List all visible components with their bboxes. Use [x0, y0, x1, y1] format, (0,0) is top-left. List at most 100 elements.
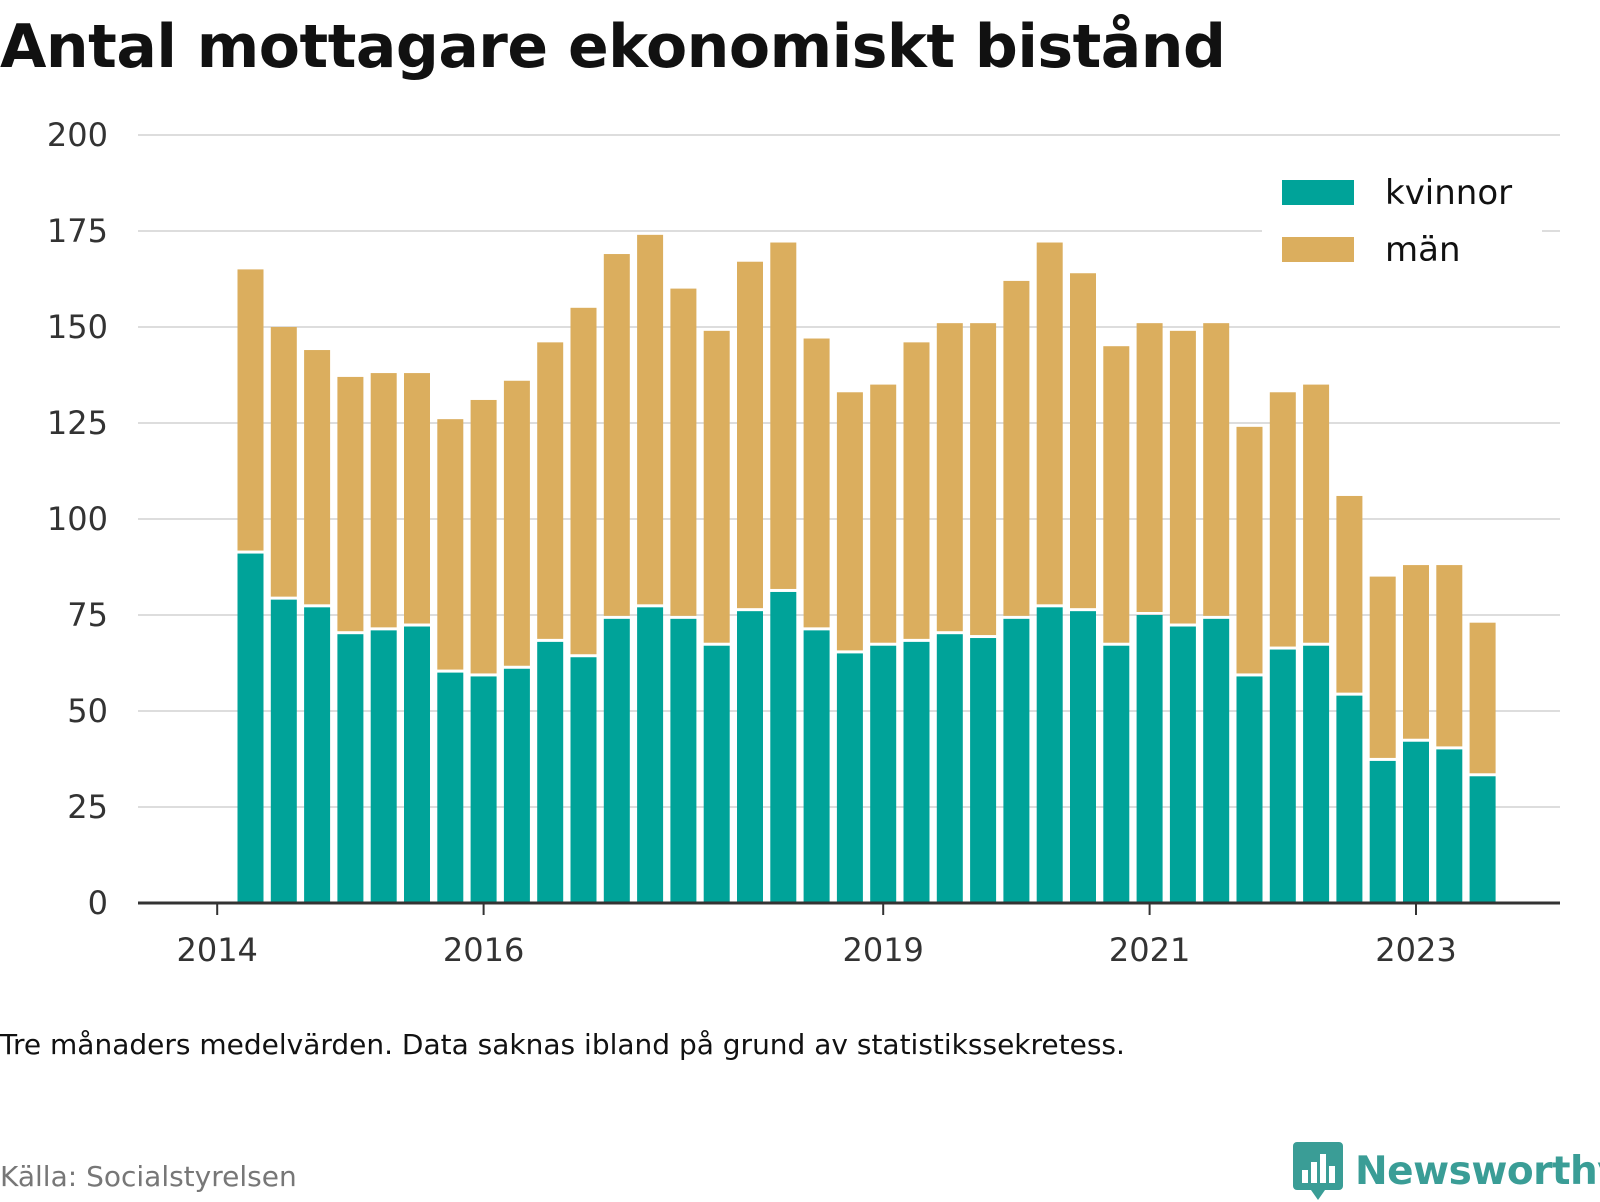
bar-kvinnor	[936, 634, 963, 903]
bar-kvinnor	[570, 657, 597, 903]
legend-swatch	[1282, 237, 1354, 262]
bar-kvinnor	[1036, 607, 1063, 903]
bar-kvinnor	[1103, 645, 1130, 903]
bar-man	[737, 261, 763, 609]
bar-kvinnor	[770, 591, 797, 903]
brand-name: Newsworthy	[1355, 1148, 1600, 1194]
bar-man	[603, 254, 630, 616]
bar-man	[1269, 392, 1296, 647]
y-tick-label: 50	[67, 692, 108, 730]
bar-chart-speech-bubble-icon	[1293, 1142, 1343, 1200]
bar-man	[503, 380, 530, 666]
bar-man	[1070, 273, 1096, 609]
bar-kvinnor	[304, 607, 331, 903]
bar-man	[1303, 384, 1330, 643]
legend-label: män	[1385, 230, 1461, 270]
bar-man	[370, 373, 397, 628]
bar-man	[537, 342, 564, 639]
bar-man	[1169, 330, 1196, 624]
y-tick-label: 75	[67, 596, 108, 634]
x-tick-label: 2019	[842, 931, 923, 969]
bar-kvinnor	[537, 641, 564, 903]
bar-kvinnor	[737, 611, 763, 903]
legend-swatch	[1282, 180, 1354, 205]
bar-man	[270, 327, 297, 597]
bar-man	[1436, 565, 1463, 747]
bar-man	[1403, 565, 1429, 739]
bar-man	[803, 338, 830, 628]
bar-kvinnor	[470, 676, 497, 903]
bar-kvinnor	[603, 618, 630, 903]
bar-kvinnor	[1269, 649, 1296, 903]
bar-kvinnor	[637, 607, 664, 903]
bar-kvinnor	[1436, 749, 1463, 903]
bar-kvinnor	[803, 630, 830, 903]
bar-man	[237, 269, 264, 551]
source-credit: Källa: Socialstyrelsen	[0, 1160, 297, 1193]
chart-title: Antal mottagare ekonomiskt bistånd	[0, 12, 1226, 82]
bar-man	[1336, 495, 1363, 693]
bar-kvinnor	[1469, 776, 1496, 903]
y-tick-label: 25	[67, 788, 108, 826]
bar-man	[437, 419, 464, 670]
bar-kvinnor	[1070, 611, 1096, 903]
y-tick-label: 125	[47, 404, 108, 442]
bar-man	[1469, 622, 1496, 774]
y-tick-label: 175	[47, 212, 108, 250]
legend-label: kvinnor	[1385, 173, 1512, 213]
bar-kvinnor	[703, 645, 730, 903]
bar-kvinnor	[1136, 615, 1163, 903]
bar-man	[1369, 576, 1396, 758]
bar-man	[337, 376, 364, 632]
bar-kvinnor	[370, 630, 397, 903]
bar-kvinnor	[1236, 676, 1263, 903]
bar-kvinnor	[1203, 618, 1230, 903]
chart-note: Tre månaders medelvärden. Data saknas ib…	[0, 1028, 1125, 1061]
bar-man	[570, 307, 597, 655]
bar-man	[870, 384, 897, 643]
bar-man	[637, 234, 664, 605]
x-tick-label: 2014	[176, 931, 257, 969]
bar-kvinnor	[1336, 695, 1363, 903]
bar-kvinnor	[237, 553, 264, 903]
bar-kvinnor	[404, 626, 430, 903]
bar-kvinnor	[503, 668, 530, 903]
bar-man	[936, 323, 963, 632]
bar-man	[903, 342, 930, 639]
bar-kvinnor	[903, 641, 930, 903]
bar-kvinnor	[1369, 760, 1396, 903]
bar-kvinnor	[270, 599, 297, 903]
x-tick-label: 2023	[1375, 931, 1456, 969]
bar-kvinnor	[670, 618, 697, 903]
brand-logo[interactable]: Newsworthy	[1293, 1140, 1600, 1202]
y-tick-label: 0	[88, 884, 108, 922]
bar-kvinnor	[1403, 741, 1429, 903]
x-tick-label: 2016	[443, 931, 524, 969]
x-tick-label: 2021	[1109, 931, 1190, 969]
y-tick-label: 150	[47, 308, 108, 346]
bar-kvinnor	[1169, 626, 1196, 903]
bar-kvinnor	[337, 634, 364, 903]
bar-man	[404, 373, 430, 624]
bar-kvinnor	[1303, 645, 1330, 903]
bar-man	[1003, 280, 1030, 616]
bar-man	[470, 399, 497, 674]
bar-kvinnor	[1003, 618, 1030, 903]
bar-kvinnor	[870, 645, 897, 903]
bar-man	[770, 242, 797, 589]
bar-man	[1203, 323, 1230, 616]
y-tick-label: 100	[47, 500, 108, 538]
bar-man	[304, 350, 331, 605]
bar-man	[836, 392, 863, 651]
bar-man	[1036, 242, 1063, 605]
bar-man	[970, 323, 997, 636]
bar-man	[1236, 426, 1263, 674]
y-tick-label: 200	[47, 116, 108, 154]
bar-kvinnor	[836, 653, 863, 903]
bar-man	[670, 288, 697, 616]
bar-man	[1136, 323, 1163, 612]
bar-man	[1103, 346, 1130, 643]
stacked-bar-chart: 0 25 50 75 100 125 150 175 200 2014 2016 2019 2021 20…	[47, 116, 1560, 969]
bar-kvinnor	[970, 638, 997, 903]
bar-man	[703, 330, 730, 643]
